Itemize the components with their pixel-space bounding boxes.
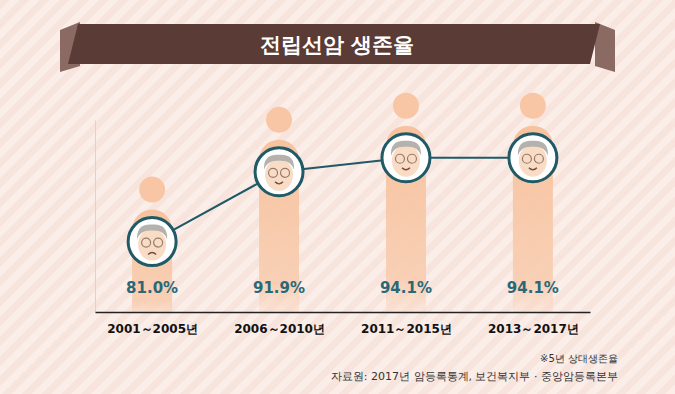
data-label: 91.9% — [253, 279, 305, 297]
banner-body — [68, 24, 600, 64]
annotation: ※5년 상대생존율 — [540, 353, 618, 364]
x-tick: 2013～2017년 — [488, 312, 579, 336]
x-tick-label: 2001～2005년 — [107, 322, 198, 336]
hair — [264, 155, 294, 170]
face — [392, 145, 420, 177]
head-decor — [266, 107, 292, 133]
mouth — [275, 182, 283, 184]
hair — [391, 141, 421, 156]
face-marker — [509, 134, 557, 182]
marker-ring — [509, 134, 557, 182]
glasses — [154, 238, 163, 247]
line — [152, 158, 533, 242]
marker-ring — [128, 218, 176, 266]
face — [519, 145, 547, 177]
decor-heads — [139, 93, 546, 203]
mouth — [402, 168, 410, 170]
glasses — [142, 238, 151, 247]
x-tick-label: 2011～2015년 — [361, 322, 452, 336]
data-label: 94.1% — [507, 279, 559, 297]
chart-title: 전립선암 생존율 — [260, 33, 414, 57]
plot-area — [128, 126, 557, 312]
head-decor — [139, 177, 165, 203]
y-axis — [95, 121, 96, 313]
glasses — [522, 154, 531, 163]
x-tick-label: 2013～2017년 — [488, 322, 579, 336]
background — [0, 0, 675, 394]
glasses — [534, 154, 543, 163]
glasses — [269, 168, 278, 177]
x-tick: 2001～2005년 — [107, 312, 198, 336]
annotation: 자료원: 2017년 암등록통계, 보건복지부 · 중앙암등록본부 — [331, 370, 618, 383]
hair — [518, 141, 548, 156]
hair — [137, 225, 167, 240]
y-axis-line — [95, 121, 96, 313]
marker-ring — [382, 134, 430, 182]
x-tick: 2006～2010년 — [234, 312, 325, 336]
marker-ring — [255, 148, 303, 196]
mouth — [529, 168, 537, 170]
face-marker — [382, 134, 430, 182]
x-axis-line — [96, 312, 591, 313]
data-label: 94.1% — [380, 279, 432, 297]
title-banner — [60, 22, 615, 72]
glasses — [395, 154, 404, 163]
x-tick-label: 2006～2010년 — [234, 322, 325, 336]
mouth — [148, 253, 156, 255]
head-decor — [520, 93, 546, 119]
x-tick: 2011～2015년 — [361, 312, 452, 336]
glasses — [407, 154, 416, 163]
head-decor — [393, 93, 419, 119]
face-marker — [255, 148, 303, 196]
face — [138, 229, 166, 261]
glasses — [281, 168, 290, 177]
face-marker — [128, 218, 176, 266]
face — [265, 159, 293, 191]
data-label: 81.0% — [126, 279, 178, 297]
x-axis: 2001～2005년 2006～2010년 2011～2015년 2013～2017년 — [96, 312, 591, 336]
